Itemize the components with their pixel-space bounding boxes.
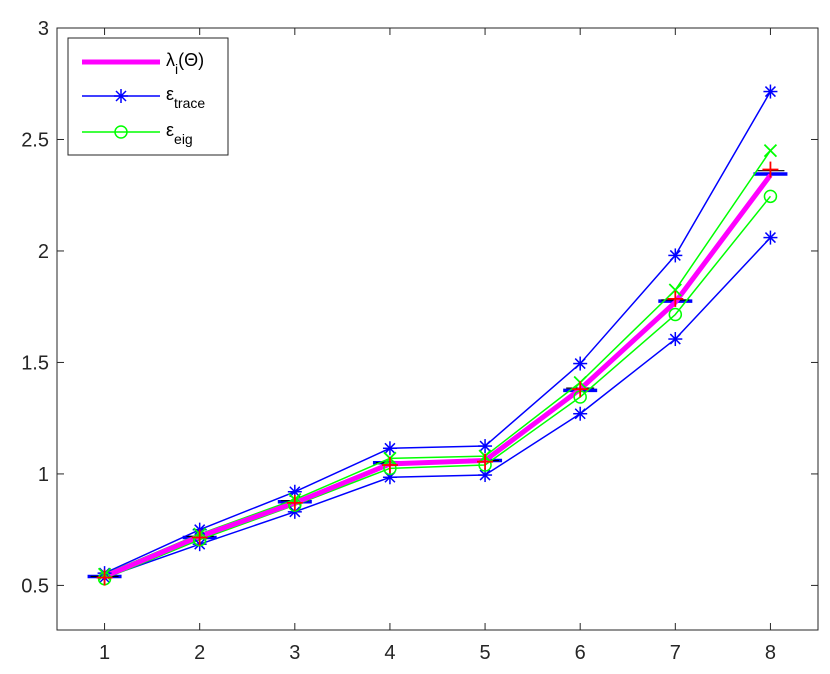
x-tick-label: 1: [99, 642, 110, 664]
red-plus-mark: [381, 457, 398, 474]
series-line-trace_upper: [104, 91, 772, 574]
red-plus-mark: [286, 494, 303, 511]
data-layer: [87, 84, 788, 586]
x-tick-label: 6: [575, 642, 586, 664]
x-tick-label: 4: [384, 642, 395, 664]
y-tick-label: 1.5: [21, 352, 49, 374]
axes-box: [56, 27, 819, 631]
data-point-trace_upper: [573, 356, 588, 371]
data-point-eig_upper: [763, 143, 778, 158]
series-line-trace_lower: [104, 237, 771, 579]
y-tick-label: 2: [38, 241, 49, 263]
y-tick-label: 1: [38, 464, 49, 486]
series-line-lambda: [103, 173, 773, 579]
data-point-eig_lower: [763, 189, 778, 204]
red-plus-mark: [477, 453, 494, 470]
data-point-trace_lower: [763, 230, 778, 245]
axes: 1 2 3 4 5 6 7 8 0.5 1 1.5 2 2.5 3: [21, 18, 819, 664]
y-tick-label: 2.5: [21, 129, 49, 151]
legend-label: λi(Θ): [166, 50, 204, 77]
series-line-eig_lower: [104, 195, 772, 580]
x-tick-label: 3: [289, 642, 300, 664]
red-plus-mark: [667, 290, 684, 307]
data-point-trace_upper: [382, 441, 397, 456]
legend-marker: [114, 89, 128, 103]
data-point-trace_upper: [668, 248, 683, 263]
data-point-trace_lower: [573, 406, 588, 421]
data-point-trace_upper: [763, 84, 778, 99]
legend-label: εeig: [166, 120, 193, 147]
legend: λi(Θ) εtrace εeig: [67, 37, 229, 156]
data-point-trace_upper: [478, 439, 493, 454]
x-tick-label: 5: [480, 642, 491, 664]
data-point-trace_lower: [478, 468, 493, 483]
data-point-trace_lower: [668, 332, 683, 347]
red-plus-mark: [572, 381, 589, 398]
y-tick-label: 3: [38, 18, 49, 40]
x-tick-label: 7: [670, 642, 681, 664]
legend-label: εtrace: [166, 84, 205, 111]
x-tick-label: 8: [765, 642, 776, 664]
x-tick-label: 2: [194, 642, 205, 664]
red-plus-mark: [762, 161, 779, 178]
y-tick-label: 0.5: [21, 575, 49, 597]
red-plus-mark: [191, 529, 208, 546]
data-point-eig_upper: [668, 283, 682, 297]
red-plus-mark: [96, 569, 113, 586]
data-point-eig_lower: [668, 307, 683, 322]
legend-marker: [114, 125, 128, 139]
